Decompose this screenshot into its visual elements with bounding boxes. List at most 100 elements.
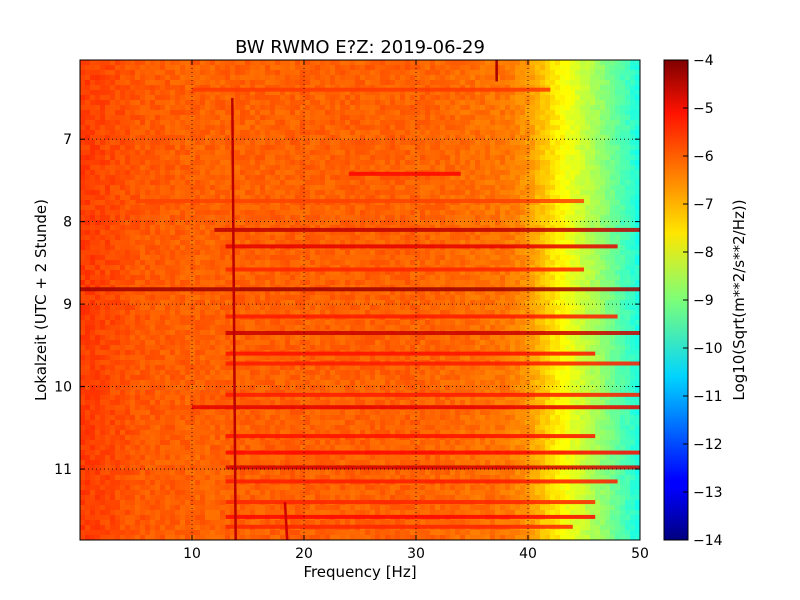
heatmap-cell	[180, 210, 186, 216]
heatmap-cell	[405, 175, 411, 181]
heatmap-cell	[205, 95, 211, 101]
heatmap-cell	[635, 100, 640, 106]
heatmap-cell	[540, 90, 546, 96]
heatmap-cell	[375, 130, 381, 136]
heatmap-cell	[350, 270, 356, 276]
heatmap-cell	[510, 210, 516, 216]
heatmap-cell	[165, 275, 171, 281]
heatmap-cell	[560, 145, 566, 151]
heatmap-cell	[475, 240, 481, 246]
heatmap-cell	[385, 150, 391, 156]
heatmap-cell	[615, 170, 621, 176]
heatmap-cell	[215, 100, 221, 106]
heatmap-cell	[325, 110, 331, 116]
heatmap-cell	[440, 140, 446, 146]
heatmap-cell	[215, 90, 221, 96]
heatmap-cell	[205, 220, 211, 226]
heatmap-cell	[285, 195, 291, 201]
heatmap-cell	[315, 250, 321, 256]
heatmap-cell	[225, 230, 231, 236]
heatmap-cell	[80, 255, 86, 261]
heatmap-cell	[420, 230, 426, 236]
heatmap-cell	[410, 250, 416, 256]
heatmap-cell	[470, 230, 476, 236]
heatmap-cell	[120, 255, 126, 261]
heatmap-cell	[475, 165, 481, 171]
heatmap-cell	[365, 130, 371, 136]
heatmap-cell	[520, 220, 526, 226]
heatmap-cell	[115, 175, 121, 181]
heatmap-cell	[90, 115, 96, 121]
heatmap-cell	[440, 250, 446, 256]
heatmap-cell	[380, 150, 386, 156]
heatmap-cell	[270, 60, 276, 66]
heatmap-cell	[265, 240, 271, 246]
heatmap-cell	[630, 80, 636, 86]
heatmap-cell	[525, 260, 531, 266]
heatmap-cell	[155, 190, 161, 196]
heatmap-cell	[350, 195, 356, 201]
heatmap-cell	[335, 65, 341, 71]
heatmap-cell	[390, 125, 396, 131]
heatmap-cell	[80, 105, 86, 111]
heatmap-cell	[265, 235, 271, 241]
heatmap-cell	[510, 175, 516, 181]
heatmap-cell	[370, 125, 376, 131]
heatmap-cell	[130, 245, 136, 251]
heatmap-cell	[110, 65, 116, 71]
heatmap-cell	[330, 180, 336, 186]
heatmap-cell	[175, 255, 181, 261]
heatmap-cell	[515, 135, 521, 141]
heatmap-cell	[610, 235, 616, 241]
heatmap-cell	[490, 230, 496, 236]
heatmap-cell	[165, 165, 171, 171]
heatmap-cell	[175, 225, 181, 231]
heatmap-cell	[160, 115, 166, 121]
heatmap-cell	[380, 180, 386, 186]
heatmap-cell	[130, 70, 136, 76]
heatmap-cell	[500, 215, 506, 221]
heatmap-cell	[85, 75, 91, 81]
heatmap-cell	[560, 175, 566, 181]
heatmap-cell	[620, 155, 626, 161]
heatmap-cell	[235, 70, 241, 76]
heatmap-cell	[390, 130, 396, 136]
heatmap-cell	[205, 90, 211, 96]
heatmap-cell	[395, 115, 401, 121]
heatmap-cell	[475, 75, 481, 81]
heatmap-cell	[325, 145, 331, 151]
heatmap-cell	[260, 225, 266, 231]
heatmap-cell	[510, 125, 516, 131]
heatmap-cell	[560, 115, 566, 121]
heatmap-cell	[145, 210, 151, 216]
heatmap-cell	[540, 240, 546, 246]
heatmap-cell	[225, 235, 231, 241]
heatmap-cell	[110, 90, 116, 96]
heatmap-cell	[600, 125, 606, 131]
heatmap-cell	[85, 125, 91, 131]
heatmap-cell	[350, 95, 356, 101]
heatmap-cell	[460, 115, 466, 121]
heatmap-cell	[115, 80, 121, 86]
heatmap-cell	[560, 160, 566, 166]
heatmap-cell	[500, 205, 506, 211]
heatmap-cell	[550, 230, 556, 236]
heatmap-cell	[500, 130, 506, 136]
heatmap-cell	[455, 130, 461, 136]
heatmap-cell	[190, 280, 196, 286]
heatmap-cell	[190, 180, 196, 186]
heatmap-cell	[265, 185, 271, 191]
heatmap-cell	[120, 225, 126, 231]
heatmap-cell	[460, 120, 466, 126]
heatmap-cell	[140, 270, 146, 276]
heatmap-cell	[250, 230, 256, 236]
heatmap-cell	[450, 275, 456, 281]
heatmap-cell	[450, 135, 456, 141]
heatmap-cell	[600, 200, 606, 206]
heatmap-cell	[275, 185, 281, 191]
heatmap-cell	[220, 95, 226, 101]
heatmap-cell	[155, 205, 161, 211]
heatmap-cell	[450, 150, 456, 156]
heatmap-cell	[600, 195, 606, 201]
heatmap-cell	[275, 160, 281, 166]
